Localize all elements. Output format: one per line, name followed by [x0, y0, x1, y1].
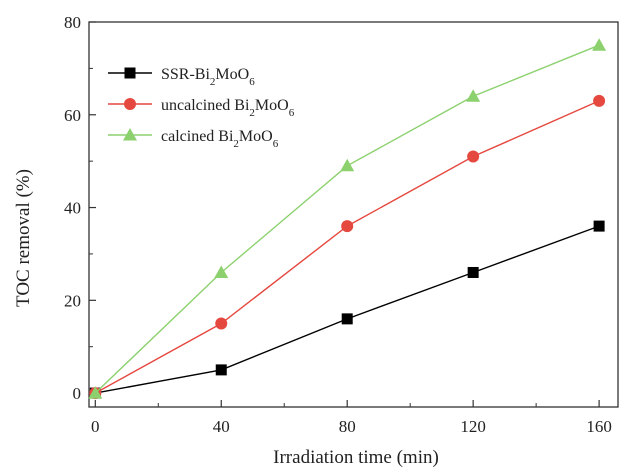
- legend-label: SSR-Bi2MoO6: [161, 66, 255, 88]
- x-tick-label: 0: [91, 417, 100, 436]
- x-tick-label: 120: [460, 417, 486, 436]
- data-point: [88, 386, 103, 399]
- data-point: [215, 364, 227, 376]
- x-axis-title: Irradiation time (min): [273, 447, 439, 468]
- data-point: [593, 220, 605, 232]
- y-tick-label: 20: [64, 291, 81, 310]
- y-tick-label: 0: [73, 384, 82, 403]
- series-line: [95, 225, 600, 394]
- x-tick-label: 40: [213, 417, 230, 436]
- legend-marker: [124, 98, 136, 110]
- y-tick-label: 40: [64, 199, 81, 218]
- y-tick-label: 80: [64, 13, 81, 32]
- data-point: [466, 89, 481, 102]
- legend-label: uncalcined Bi2MoO6: [161, 97, 295, 119]
- data-point: [467, 150, 480, 163]
- legend-item-2: uncalcined Bi2MoO6: [108, 97, 295, 119]
- series-3: [88, 38, 607, 399]
- legend-marker: [124, 67, 136, 79]
- y-axis-title: TOC removal (%): [13, 169, 34, 307]
- data-point: [593, 94, 606, 107]
- data-point: [214, 265, 229, 278]
- legend-item-3: calcined Bi2MoO6: [108, 128, 279, 150]
- data-point: [467, 266, 479, 278]
- legend-marker: [123, 128, 137, 141]
- data-point: [215, 317, 228, 330]
- legend-item-1: SSR-Bi2MoO6: [108, 66, 255, 88]
- data-point: [341, 220, 354, 233]
- y-tick-label: 60: [64, 106, 81, 125]
- series-1: [89, 220, 605, 399]
- x-tick-label: 80: [339, 417, 356, 436]
- data-point: [341, 313, 353, 325]
- x-tick-label: 160: [586, 417, 612, 436]
- data-point: [340, 158, 355, 172]
- plot-frame: [88, 21, 619, 408]
- legend-label: calcined Bi2MoO6: [161, 128, 279, 150]
- data-point: [592, 38, 607, 51]
